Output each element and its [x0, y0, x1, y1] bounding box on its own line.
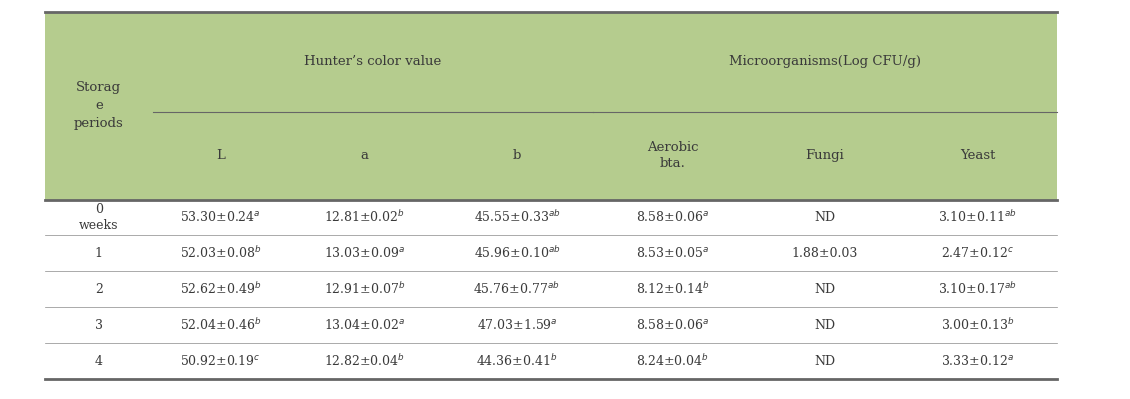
- Text: ND: ND: [815, 319, 835, 332]
- Text: Fungi: Fungi: [806, 149, 844, 162]
- Text: 12.82±0.04$^{b}$: 12.82±0.04$^{b}$: [324, 353, 405, 369]
- Text: 3: 3: [95, 319, 103, 332]
- Text: 8.24±0.04$^{b}$: 8.24±0.04$^{b}$: [636, 353, 709, 369]
- Text: 3.10±0.11$^{ab}$: 3.10±0.11$^{ab}$: [938, 209, 1017, 225]
- Text: ND: ND: [815, 283, 835, 296]
- Text: a: a: [360, 149, 368, 162]
- Text: 1: 1: [95, 247, 103, 260]
- Text: 13.04±0.02$^{a}$: 13.04±0.02$^{a}$: [324, 318, 405, 332]
- Text: 8.12±0.14$^{b}$: 8.12±0.14$^{b}$: [636, 281, 709, 297]
- Text: ND: ND: [815, 211, 835, 224]
- Text: 3.33±0.12$^{a}$: 3.33±0.12$^{a}$: [941, 354, 1014, 368]
- Text: 53.30±0.24$^{a}$: 53.30±0.24$^{a}$: [180, 210, 261, 225]
- Text: 2: 2: [95, 283, 103, 296]
- Text: 8.58±0.06$^{a}$: 8.58±0.06$^{a}$: [636, 210, 709, 225]
- Text: Storag
e
periods: Storag e periods: [73, 81, 124, 130]
- Bar: [45, 200, 1057, 379]
- Text: 52.03±0.08$^{b}$: 52.03±0.08$^{b}$: [180, 245, 261, 261]
- Text: 45.96±0.10$^{ab}$: 45.96±0.10$^{ab}$: [473, 245, 560, 261]
- Text: 44.36±0.41$^{b}$: 44.36±0.41$^{b}$: [477, 353, 557, 369]
- Text: Microorganisms(Log CFU/g): Microorganisms(Log CFU/g): [729, 55, 921, 68]
- Text: 12.91±0.07$^{b}$: 12.91±0.07$^{b}$: [324, 281, 405, 297]
- Text: 3.10±0.17$^{ab}$: 3.10±0.17$^{ab}$: [938, 281, 1017, 297]
- Text: 8.53±0.05$^{a}$: 8.53±0.05$^{a}$: [636, 246, 709, 261]
- Text: 13.03±0.09$^{a}$: 13.03±0.09$^{a}$: [324, 246, 405, 261]
- Text: 52.62±0.49$^{b}$: 52.62±0.49$^{b}$: [180, 281, 261, 297]
- Text: 0
weeks: 0 weeks: [79, 203, 119, 232]
- Text: 50.92±0.19$^{c}$: 50.92±0.19$^{c}$: [180, 354, 261, 368]
- Text: 1.88±0.03: 1.88±0.03: [792, 247, 858, 260]
- Text: 45.55±0.33$^{ab}$: 45.55±0.33$^{ab}$: [473, 209, 560, 225]
- Text: L: L: [216, 149, 225, 162]
- Text: 3.00±0.13$^{b}$: 3.00±0.13$^{b}$: [941, 317, 1014, 333]
- Text: Hunter’s color value: Hunter’s color value: [304, 55, 442, 68]
- Text: 12.81±0.02$^{b}$: 12.81±0.02$^{b}$: [324, 209, 405, 225]
- Text: ND: ND: [815, 355, 835, 367]
- Text: 52.04±0.46$^{b}$: 52.04±0.46$^{b}$: [180, 317, 261, 333]
- Text: 8.58±0.06$^{a}$: 8.58±0.06$^{a}$: [636, 318, 709, 332]
- Bar: [45, 12, 1057, 200]
- Text: 47.03±1.59$^{a}$: 47.03±1.59$^{a}$: [477, 318, 557, 332]
- Text: 45.76±0.77$^{ab}$: 45.76±0.77$^{ab}$: [473, 281, 560, 297]
- Text: Aerobic
bta.: Aerobic bta.: [646, 141, 698, 170]
- Text: 2.47±0.12$^{c}$: 2.47±0.12$^{c}$: [941, 246, 1014, 261]
- Text: b: b: [513, 149, 521, 162]
- Text: Yeast: Yeast: [959, 149, 996, 162]
- Text: 4: 4: [95, 355, 103, 367]
